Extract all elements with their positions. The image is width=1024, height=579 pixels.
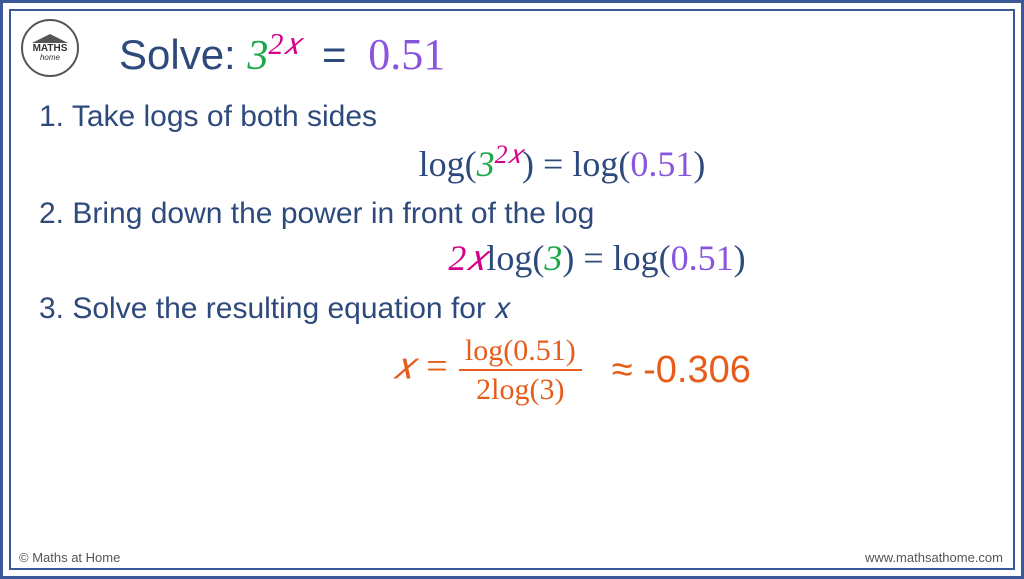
footer-copyright: © Maths at Home [19,550,120,565]
step2-label: 2. Bring down the power in front of the … [39,197,985,231]
step2-coef: 2𝑥 [448,238,486,278]
step1-label: 1. Take logs of both sides [39,100,985,134]
problem-statement: Solve: 32𝑥 = 0.51 [119,27,985,80]
logo-text-2: home [40,54,60,62]
step1-equation: log(32𝑥) = log(0.51) [139,140,985,185]
step1-mid: ) = log( [522,144,630,184]
fraction-denominator: 2log(3) [470,371,570,406]
equation-base: 3 [247,33,268,79]
step3-equation: 𝑥 = log(0.51) 2log(3) ≈ -0.306 [159,334,985,406]
fraction-numerator: log(0.51) [459,334,582,371]
maths-at-home-logo: MATHS home [21,19,79,77]
solve-label: Solve: [119,31,247,78]
step2-rhs: 0.51 [671,238,734,278]
step2-log-left: log( [486,238,544,278]
equation-exponent: 2𝑥 [268,27,300,61]
step2-mid: ) = log( [562,238,670,278]
step2-post: ) [734,238,746,278]
step1-post: ) [693,144,705,184]
step2-equation: 2𝑥log(3) = log(0.51) [209,237,985,280]
fraction: log(0.51) 2log(3) [459,334,582,406]
step2-base: 3 [544,238,562,278]
step3-label: 3. Solve the resulting equation for 𝑥 [39,292,985,326]
step1-log-left: log( [419,144,477,184]
final-expression: 𝑥 = log(0.51) 2log(3) [393,334,582,406]
approx-result: ≈ -0.306 [612,349,751,392]
outer-frame: MATHS home Solve: 32𝑥 = 0.51 1. Take log… [0,0,1024,579]
x-equals: 𝑥 = [393,346,459,388]
step1-exponent: 2𝑥 [495,140,522,169]
logo-roof-icon [32,34,68,43]
inner-frame: MATHS home Solve: 32𝑥 = 0.51 1. Take log… [9,9,1015,570]
equals-sign: = [322,31,347,78]
equation-rhs: 0.51 [368,30,445,79]
step1-base: 3 [477,144,495,184]
step1-rhs: 0.51 [630,144,693,184]
footer-url: www.mathsathome.com [865,550,1003,565]
